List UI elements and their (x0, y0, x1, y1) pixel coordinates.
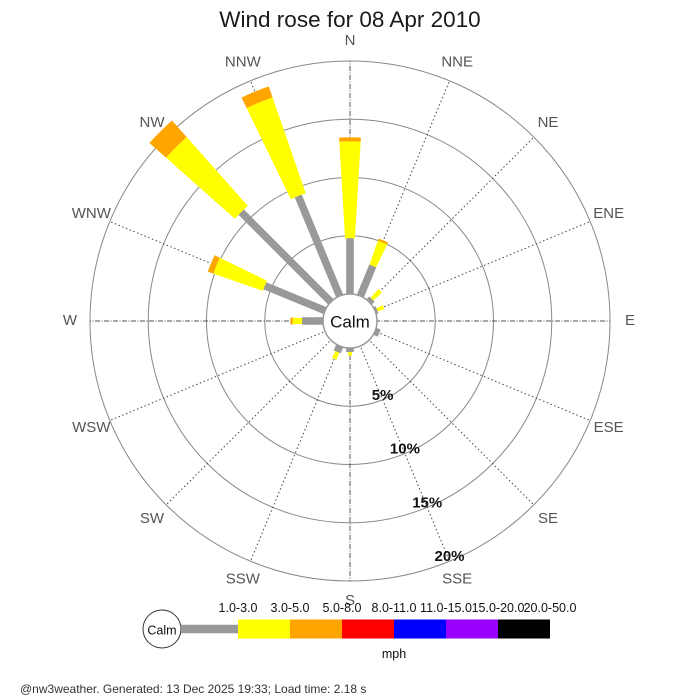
svg-text:ENE: ENE (593, 205, 624, 222)
svg-text:5%: 5% (372, 387, 394, 404)
svg-text:NE: NE (538, 114, 559, 131)
svg-text:10%: 10% (390, 441, 420, 458)
svg-text:20.0-50.0: 20.0-50.0 (524, 601, 577, 615)
svg-text:15%: 15% (412, 494, 442, 511)
svg-text:ESE: ESE (594, 419, 624, 436)
svg-text:8.0-11.0: 8.0-11.0 (372, 601, 417, 615)
svg-text:1.0-3.0: 1.0-3.0 (219, 601, 258, 615)
svg-text:SSE: SSE (442, 571, 472, 588)
svg-text:N: N (345, 32, 356, 49)
svg-text:NW: NW (140, 114, 166, 131)
svg-text:W: W (63, 312, 78, 329)
svg-text:NNW: NNW (225, 53, 262, 70)
svg-text:SE: SE (538, 510, 558, 527)
svg-text:SSW: SSW (226, 571, 261, 588)
svg-text:@nw3weather. Generated: 13 Dec: @nw3weather. Generated: 13 Dec 2025 19:3… (20, 682, 366, 696)
svg-text:SW: SW (140, 510, 165, 527)
svg-text:WNW: WNW (72, 205, 112, 222)
svg-text:WSW: WSW (72, 419, 111, 436)
svg-text:Calm: Calm (147, 623, 176, 637)
svg-text:20%: 20% (434, 548, 464, 565)
svg-text:NNE: NNE (441, 53, 473, 70)
svg-text:15.0-20.0: 15.0-20.0 (472, 601, 525, 615)
svg-text:5.0-8.0: 5.0-8.0 (323, 601, 362, 615)
svg-text:mph: mph (382, 647, 406, 661)
svg-text:3.0-5.0: 3.0-5.0 (271, 601, 310, 615)
svg-text:E: E (625, 312, 635, 329)
svg-text:11.0-15.0: 11.0-15.0 (420, 601, 472, 615)
svg-text:Calm: Calm (330, 312, 370, 331)
